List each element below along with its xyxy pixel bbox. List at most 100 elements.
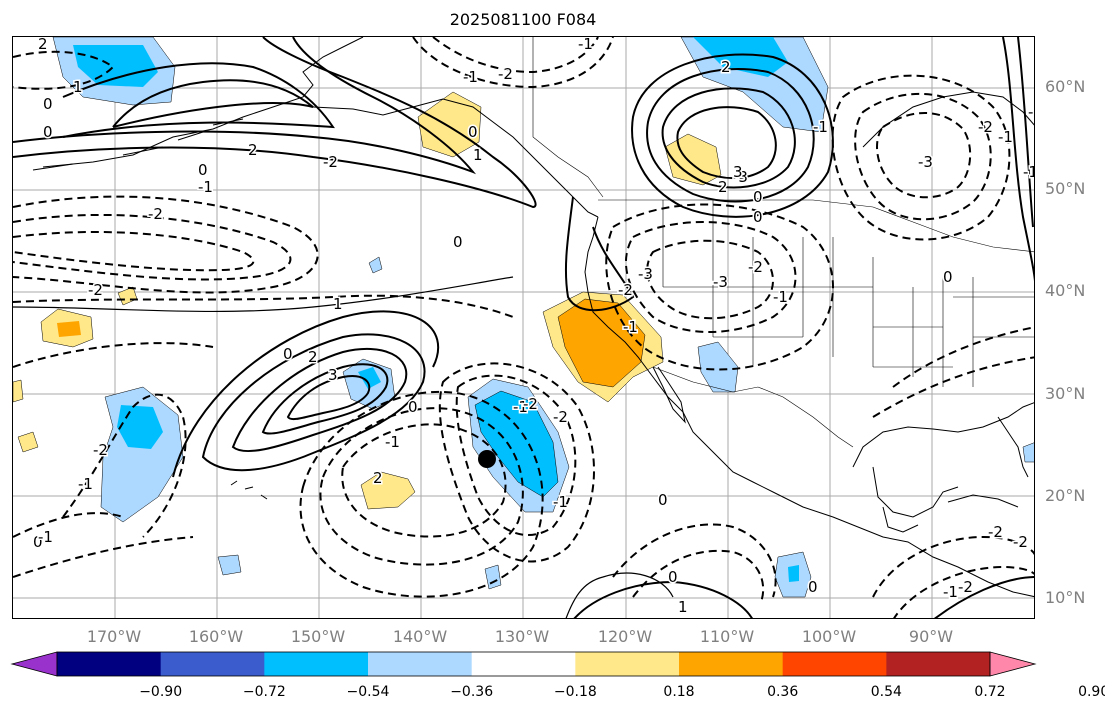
contour-label: -1 [198,178,213,196]
contour-se-neg-2 [893,565,1034,618]
colorbar-tick-label: −0.72 [242,684,286,700]
contour-mid-high-5 [172,310,440,478]
baja [652,366,686,424]
lat-label-10n: 10°N [1045,588,1086,607]
colorbar-bin [264,652,369,676]
contour-label: 1 [333,295,343,313]
contour-west-us-neg-3 [605,203,834,371]
contour-label: -1 [998,128,1013,146]
colorbar-bin [782,652,887,676]
contour-label: 0 [658,491,668,509]
contour-neg-3 [13,231,255,272]
contour-label: 2 [248,141,258,159]
contour-label: -1 [773,288,788,306]
lat-label-30n: 30°N [1045,384,1086,403]
yucatan [882,506,919,533]
contour-label: 0 [283,345,293,363]
contour-top-neg-2 [432,37,599,74]
shade-yellow-south [360,471,416,510]
political-borders [532,37,1034,448]
shade-cyan-hudson [693,37,788,77]
contour-neg-7 [13,512,194,578]
contour-mid-high-4 [286,375,371,421]
shade-cyan-alaska [73,45,158,87]
contour-zero-2 [565,572,674,618]
contour-canada-high-4 [676,106,777,180]
shade-blue-small2 [484,564,502,590]
contour-label: 0 [198,161,208,179]
contour-label: -2 [523,395,538,413]
contour-pos-4 [112,79,314,128]
contour-label: -2 [618,281,633,299]
contour-pacific-neg-2 [632,549,765,603]
contour-mid-high-2 [231,347,408,453]
shade-yellow-left [13,379,24,403]
gulf-of-mexico [852,402,1034,518]
contour-mid-high-3 [261,363,389,435]
contour-canada-high-1 [631,53,834,218]
shade-cyan-pacific-se [788,565,799,582]
contour-label: -1 [813,118,828,136]
contour-label: 0 [43,95,53,113]
contour-label: -1 [38,528,53,546]
shade-blue-small3 [368,256,383,274]
lon-label-170w: 170°W [86,627,142,646]
contour-label: 3 [733,163,743,181]
contour-pacific-neg-1 [612,523,777,598]
colorbar-tick-label: 0.72 [974,684,1006,700]
storm-center-marker [478,450,496,468]
lat-label-50n: 50°N [1045,179,1086,198]
contour-label: 3 [328,366,338,384]
colorbar-tick-label: 0.36 [767,684,799,700]
shade-yellow-small1 [117,286,138,306]
colorbar-tick-label: −0.90 [139,684,183,700]
lat-label-40n: 40°N [1045,281,1086,300]
anomaly-shading [13,37,1034,598]
contour-east-neg-2 [854,92,992,221]
lon-label-150w: 150°W [290,627,346,646]
contour-west-pos-1 [564,196,635,312]
aleutians [32,118,244,171]
contour-label: -1 [553,493,568,511]
contour-label: 0 [43,123,53,141]
contour-label: -3 [713,273,728,291]
contour-canada-high-3 [661,87,796,189]
contour-baja-neg-1 [455,374,577,537]
contour-neg-1 [13,195,319,294]
contour-label: 2 [308,348,318,366]
contour-label: -3 [918,153,933,171]
contour-se-pos-1 [934,576,1034,618]
colorbar-bin [57,652,162,676]
contour-label: 1 [473,146,483,164]
contour-east-neg-3 [876,112,972,199]
contour-zero-1 [13,276,514,313]
contour-label: 0 [668,568,678,586]
contour-label: -2 [748,258,763,276]
colorbar-tick-label: 0.90 [1078,684,1105,700]
lon-label-130w: 130°W [494,627,550,646]
contour-label: 2 [38,37,48,53]
cuba [947,494,1019,508]
contour-label: 0 [408,398,418,416]
colorbar-outline [56,651,991,677]
height-anomaly-contours [13,37,1034,618]
contour-label: 1 [73,78,83,96]
hawaii [230,480,268,500]
contour-neg-6 [62,393,187,538]
north-america-west-coast [584,216,1034,598]
contour-top-left-neg [13,50,115,90]
colorbar-bin [160,652,265,676]
contour-label: -3 [638,265,653,283]
contour-label: 0 [753,188,763,206]
colorbar-bin [368,652,473,676]
shade-cyan-west [117,405,163,449]
contour-label: -1 [385,433,400,451]
colorbar-tick-label: −0.36 [450,684,494,700]
contour-label: -2 [958,578,973,596]
contour-label: -1 [463,68,478,86]
contour-east-us-neg-2 [872,356,1034,418]
contour-east-neg-1 [831,74,1011,241]
lon-label-120w: 120°W [597,627,653,646]
